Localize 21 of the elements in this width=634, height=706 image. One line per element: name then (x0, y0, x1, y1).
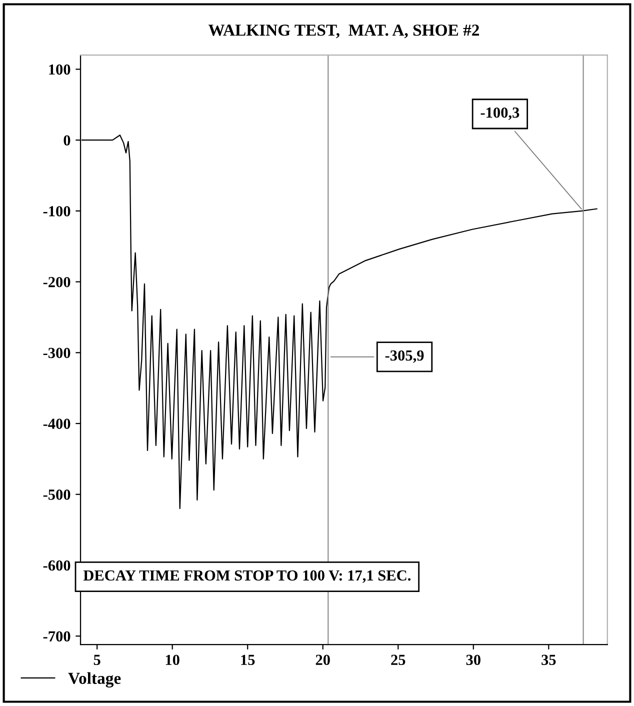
annotation: -305,9 (385, 350, 424, 363)
x-tick-label: 25 (391, 654, 406, 666)
y-tick-label: -500 (43, 490, 70, 500)
y-tick-label: -600 (43, 560, 70, 571)
annotation: -100,3 (480, 107, 520, 120)
x-tick-label: 15 (241, 654, 255, 666)
x-tick-label: 10 (166, 654, 180, 666)
y-tick-label: -300 (43, 348, 70, 358)
chart-title: WALKING TEST, MAT. A, SHOE #2 (208, 24, 479, 38)
y-tick-label: 0 (64, 135, 70, 146)
x-tick-label: 35 (542, 654, 556, 666)
annotation: DECAY TIME FROM STOP TO 100 V: 17,1 SEC. (83, 570, 411, 583)
y-tick-label: 100 (49, 64, 70, 75)
x-tick-label: 30 (466, 654, 480, 666)
y-tick-label: -100 (43, 206, 70, 216)
y-tick-label: -400 (43, 418, 70, 429)
x-tick-label: 5 (94, 654, 100, 666)
x-tick-label: 20 (316, 654, 330, 666)
legend-label: Voltage (68, 672, 121, 688)
y-tick-label: -700 (43, 631, 70, 642)
y-tick-label: -200 (43, 276, 70, 288)
